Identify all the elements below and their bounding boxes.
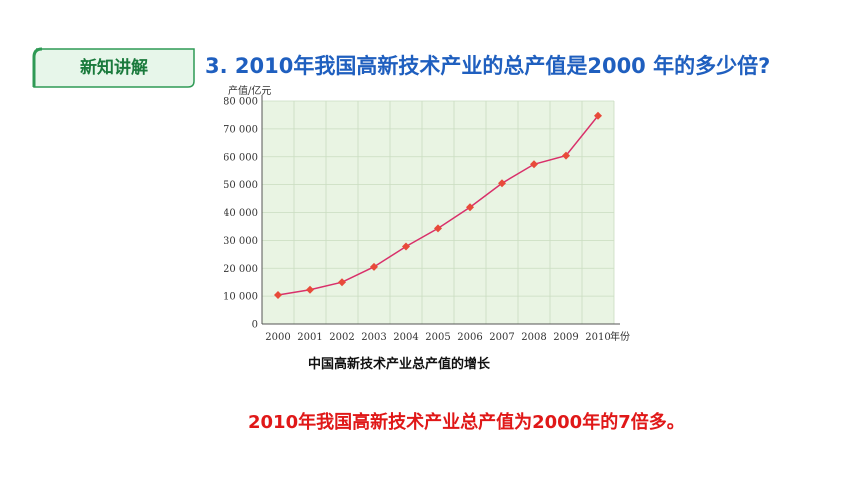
section-badge: 新知讲解 [30, 47, 198, 89]
data-point [306, 285, 314, 294]
y-tick-label: 10 000 [224, 292, 258, 303]
question-text: 3. 2010年我国高新技术产业的总产值是2000 年的多少倍? [205, 54, 771, 78]
data-point [402, 242, 410, 251]
data-point [562, 151, 570, 160]
x-tick-label: 2005 [425, 332, 450, 343]
data-point [434, 224, 442, 233]
badge-label: 新知讲解 [80, 58, 148, 78]
y-tick-label: 30 000 [224, 236, 258, 247]
x-tick-label: 2002 [329, 332, 354, 343]
badge-shape [32, 47, 195, 88]
y-tick-label: 40 000 [224, 208, 258, 219]
y-tick-label: 70 000 [224, 124, 258, 135]
y-tick-label: 60 000 [224, 152, 258, 163]
x-axis-label: 年份 [610, 330, 630, 343]
data-point [594, 111, 602, 120]
data-point [274, 291, 282, 300]
data-point [530, 160, 538, 169]
x-tick-label: 2009 [553, 332, 578, 343]
x-tick-label: 2007 [489, 332, 514, 343]
answer-text: 2010年我国高新技术产业总产值为2000年的7倍多。 [248, 412, 685, 433]
x-tick-label: 2000 [265, 332, 290, 343]
x-tick-label: 2008 [521, 332, 546, 343]
x-tick-label: 2006 [457, 332, 482, 343]
y-tick-label: 20 000 [224, 264, 258, 275]
x-tick-label: 2003 [361, 332, 386, 343]
data-point [338, 278, 346, 287]
data-point [466, 203, 474, 212]
y-axis-label: 产值/亿元 [228, 84, 271, 97]
data-point [498, 179, 506, 188]
line-chart: 0 10 000 20 000 30 000 40 000 50 000 60 000 70 … [224, 84, 630, 343]
y-tick-label: 80 000 [224, 97, 258, 108]
y-tick-label: 50 000 [224, 180, 258, 191]
y-tick-label: 0 [252, 320, 258, 331]
x-tick-label: 2010 [585, 332, 610, 343]
x-tick-label: 2004 [393, 332, 418, 343]
chart-caption: 中国高新技术产业总产值的增长 [308, 357, 491, 372]
data-point [370, 262, 378, 271]
x-tick-label: 2001 [297, 332, 322, 343]
